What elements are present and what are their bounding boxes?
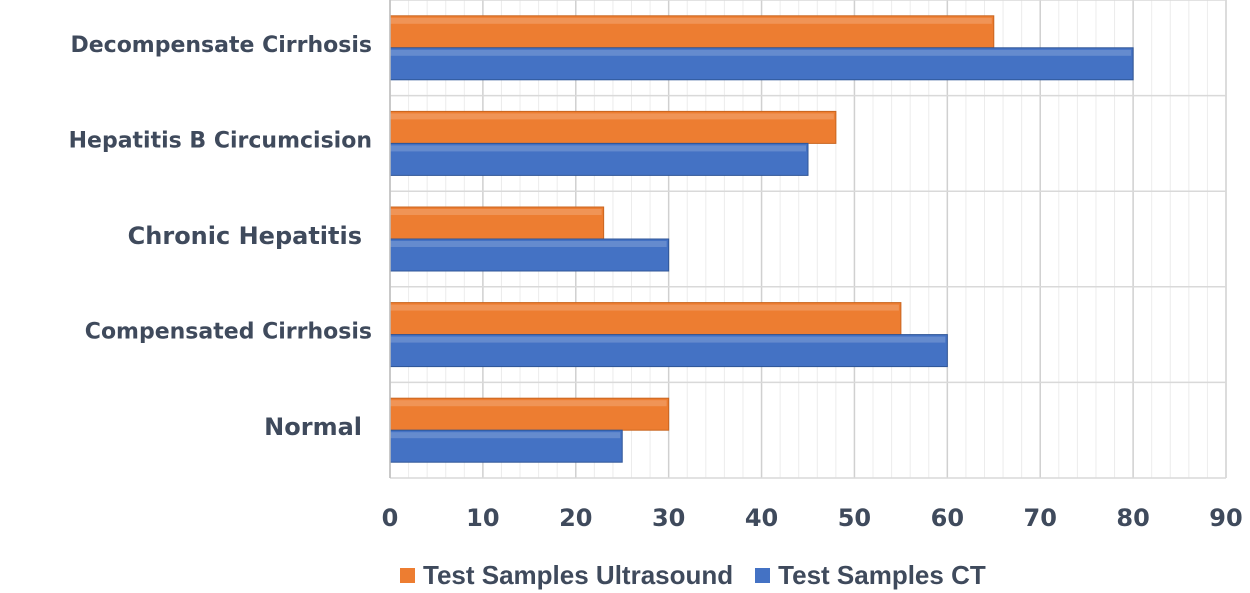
bar-ultrasound <box>389 206 605 240</box>
legend-item-ct: Test Samples CT <box>755 560 986 591</box>
bar-highlight <box>390 49 1132 56</box>
x-tick-label: 40 <box>745 504 778 532</box>
x-tick-label: 90 <box>1209 504 1242 532</box>
bar-highlight <box>390 209 602 215</box>
bar-highlight <box>390 241 667 247</box>
bar-ultrasound <box>389 110 837 144</box>
bar-ct <box>389 238 670 272</box>
x-tick-label: 30 <box>652 504 685 532</box>
x-tick-label: 50 <box>838 504 871 532</box>
bar-highlight <box>390 400 667 407</box>
category-label: Decompensate Cirrhosis <box>70 33 372 58</box>
bar-highlight <box>390 145 806 152</box>
bar-ultrasound <box>389 302 902 336</box>
legend: Test Samples Ultrasound Test Samples CT <box>400 560 1008 591</box>
bar-ct <box>389 47 1134 81</box>
bar-highlight <box>390 432 621 439</box>
x-tick-label: 20 <box>559 504 592 532</box>
x-tick-label: 70 <box>1024 504 1057 532</box>
bar-highlight <box>390 304 899 311</box>
bar-ct <box>389 429 623 463</box>
category-label: Compensated Cirrhosis <box>85 320 372 345</box>
bar-highlight <box>390 113 834 120</box>
x-tick-label: 80 <box>1116 504 1149 532</box>
legend-item-ultrasound: Test Samples Ultrasound <box>400 560 733 591</box>
bar-chart: Decompensate Cirrhosis Hepatitis B Circum… <box>69 0 1243 532</box>
category-label: Normal <box>264 413 362 441</box>
bar-highlight <box>390 336 946 343</box>
category-label: Chronic Hepatitis <box>128 222 362 250</box>
legend-label-ct: Test Samples CT <box>778 560 986 590</box>
bar-ultrasound <box>389 397 670 431</box>
x-tick-labels: 0 10 20 30 40 50 60 70 80 90 <box>382 504 1243 532</box>
x-tick-label: 60 <box>931 504 964 532</box>
bar-ultrasound <box>389 15 995 49</box>
bars <box>389 15 1134 463</box>
category-labels: Decompensate Cirrhosis Hepatitis B Circum… <box>69 33 372 441</box>
legend-label-ultrasound: Test Samples Ultrasound <box>423 560 734 590</box>
category-label: Hepatitis B Circumcision <box>69 128 372 153</box>
legend-swatch-ct <box>755 568 771 583</box>
x-tick-label: 0 <box>382 504 399 532</box>
bar-ct <box>389 334 948 368</box>
legend-swatch-ultrasound <box>400 568 415 583</box>
x-tick-label: 10 <box>466 504 499 532</box>
bar-highlight <box>390 17 992 24</box>
